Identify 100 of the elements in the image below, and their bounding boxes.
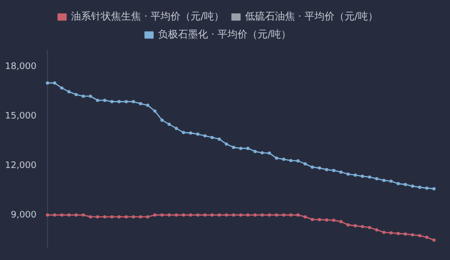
- point: [218, 213, 221, 217]
- point: [339, 220, 343, 224]
- point: [354, 173, 357, 177]
- point: [67, 213, 71, 217]
- point: [318, 218, 322, 222]
- point: [67, 90, 71, 94]
- legend-label: 低硫石油焦 · 平均价（元/吨）: [245, 10, 378, 23]
- point: [124, 100, 128, 104]
- point: [88, 94, 92, 98]
- point: [53, 81, 56, 85]
- point: [268, 152, 271, 155]
- point: [189, 213, 192, 217]
- point: [60, 86, 64, 90]
- point: [360, 224, 364, 228]
- point: [160, 118, 164, 122]
- point: [203, 213, 207, 217]
- point: [296, 213, 300, 217]
- y-tick-label: 15,000: [4, 111, 37, 122]
- point: [96, 98, 100, 102]
- point: [110, 100, 114, 104]
- point: [239, 146, 242, 150]
- point: [96, 215, 100, 218]
- point: [117, 100, 121, 104]
- point: [274, 156, 278, 160]
- point: [332, 168, 336, 172]
- point: [368, 175, 372, 179]
- point: [146, 104, 150, 107]
- point: [146, 215, 150, 218]
- point: [210, 213, 214, 217]
- point: [246, 146, 250, 150]
- point: [410, 233, 414, 236]
- point: [53, 213, 56, 217]
- point: [132, 100, 135, 104]
- point: [396, 232, 400, 236]
- point: [253, 150, 257, 154]
- point: [296, 159, 300, 162]
- point: [182, 130, 186, 134]
- point: [196, 132, 200, 136]
- point: [260, 213, 264, 217]
- point: [375, 177, 378, 180]
- y-tick-label: 18,000: [4, 62, 37, 72]
- point: [210, 136, 214, 140]
- point: [360, 174, 364, 178]
- point: [196, 213, 200, 217]
- point: [218, 138, 221, 141]
- y-tick-label: 9,000: [10, 210, 37, 220]
- legend-label: 油系针状焦生焦 · 平均价（元/吨）: [71, 10, 224, 23]
- point: [425, 236, 428, 239]
- point: [253, 213, 257, 217]
- point: [82, 94, 85, 98]
- point: [153, 109, 156, 113]
- point: [339, 170, 343, 174]
- point: [389, 231, 393, 234]
- point: [168, 213, 171, 217]
- point: [432, 187, 436, 190]
- point: [346, 223, 350, 226]
- point: [189, 131, 192, 135]
- point: [60, 213, 64, 217]
- point: [310, 166, 314, 169]
- point: [88, 215, 92, 218]
- point: [282, 213, 286, 217]
- point: [318, 166, 322, 170]
- point: [117, 215, 121, 218]
- point: [168, 122, 171, 126]
- point: [274, 213, 278, 217]
- point: [153, 213, 156, 217]
- point: [404, 232, 407, 236]
- point: [410, 184, 414, 188]
- point: [224, 213, 228, 217]
- point: [74, 92, 78, 96]
- point: [304, 162, 307, 166]
- point: [132, 215, 135, 218]
- point: [382, 178, 386, 182]
- point: [46, 213, 50, 217]
- point: [203, 134, 207, 138]
- point: [174, 126, 178, 130]
- point: [124, 215, 128, 218]
- point: [103, 98, 106, 102]
- point: [110, 215, 114, 218]
- point: [138, 102, 142, 106]
- point: [260, 151, 264, 154]
- point: [182, 213, 186, 217]
- point: [82, 213, 85, 217]
- point: [404, 182, 407, 186]
- point: [325, 168, 328, 172]
- point: [268, 213, 271, 217]
- legend-label: 负极石墨化 · 平均价（元/吨）: [158, 28, 291, 41]
- point: [332, 218, 336, 222]
- point: [103, 215, 106, 218]
- point: [74, 213, 78, 217]
- point: [382, 230, 386, 234]
- point: [325, 218, 328, 222]
- point: [389, 180, 393, 183]
- point: [289, 158, 292, 162]
- point: [46, 81, 50, 85]
- point: [375, 228, 378, 232]
- point: [418, 234, 422, 238]
- point: [174, 213, 178, 217]
- point: [304, 215, 307, 218]
- point: [224, 142, 228, 146]
